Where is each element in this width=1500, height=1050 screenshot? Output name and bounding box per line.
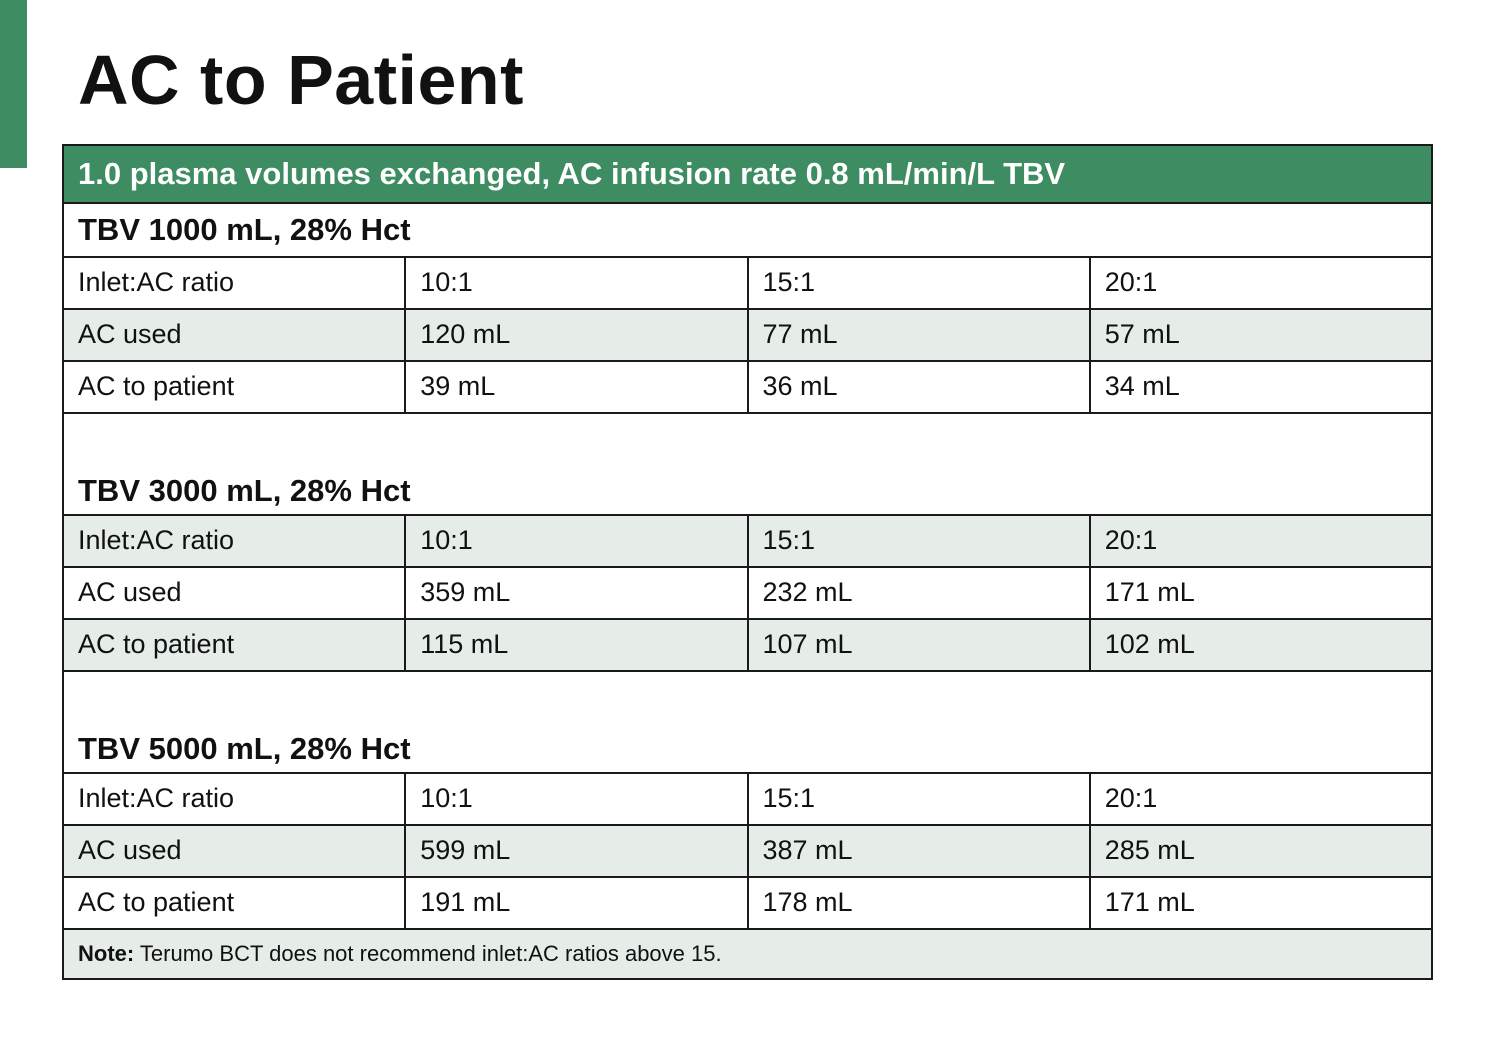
table-row: AC used 120 mL 77 mL 57 mL <box>61 308 1434 362</box>
row-label: Inlet:AC ratio <box>61 256 407 310</box>
table-cell: 77 mL <box>746 308 1091 362</box>
table-cell: 120 mL <box>404 308 749 362</box>
note-text: Terumo BCT does not recommend inlet:AC r… <box>134 940 722 966</box>
table-cell: 599 mL <box>404 824 749 878</box>
row-label: Inlet:AC ratio <box>61 514 407 568</box>
row-label: AC used <box>61 824 407 878</box>
table-cell: 20:1 <box>1088 772 1434 826</box>
note-label: Note: <box>78 940 135 966</box>
row-label: AC used <box>61 566 407 620</box>
table-cell: 232 mL <box>746 566 1091 620</box>
note: Note: Terumo BCT does not recommend inle… <box>62 928 1433 980</box>
page-title: AC to Patient <box>78 41 524 119</box>
table-row: AC used 359 mL 232 mL 171 mL <box>61 566 1434 620</box>
table-cell: 34 mL <box>1088 360 1434 414</box>
row-label: AC to patient <box>61 876 407 930</box>
table-cell: 20:1 <box>1088 256 1434 310</box>
table-cell: 191 mL <box>404 876 749 930</box>
row-label: AC to patient <box>61 360 407 414</box>
table-cell: 10:1 <box>404 514 749 568</box>
table-cell: 359 mL <box>404 566 749 620</box>
table-cell: 387 mL <box>746 824 1091 878</box>
table-row: AC used 599 mL 387 mL 285 mL <box>61 824 1434 878</box>
table-cell: 102 mL <box>1088 618 1434 672</box>
table-cell: 171 mL <box>1088 876 1434 930</box>
table-row: AC to patient 115 mL 107 mL 102 mL <box>61 618 1434 672</box>
table-header-row: 1.0 plasma volumes exchanged, AC infusio… <box>62 144 1433 204</box>
ac-table: 1.0 plasma volumes exchanged, AC infusio… <box>61 144 1434 980</box>
note-row: Note: Terumo BCT does not recommend inle… <box>62 928 1433 980</box>
section-heading-row: TBV 5000 mL, 28% Hct <box>62 670 1433 774</box>
table-cell: 171 mL <box>1088 566 1434 620</box>
table-cell: 15:1 <box>746 256 1091 310</box>
section-heading-row: TBV 3000 mL, 28% Hct <box>62 412 1433 516</box>
table-row: Inlet:AC ratio 10:1 15:1 20:1 <box>61 256 1434 310</box>
table-cell: 15:1 <box>746 514 1091 568</box>
section-heading-row: TBV 1000 mL, 28% Hct <box>62 202 1433 258</box>
table-row: AC to patient 39 mL 36 mL 34 mL <box>61 360 1434 414</box>
section-heading: TBV 3000 mL, 28% Hct <box>62 412 1433 516</box>
accent-bar <box>0 0 27 168</box>
row-label: Inlet:AC ratio <box>61 772 407 826</box>
section-heading: TBV 5000 mL, 28% Hct <box>62 670 1433 774</box>
table-cell: 285 mL <box>1088 824 1434 878</box>
table-row: Inlet:AC ratio 10:1 15:1 20:1 <box>61 772 1434 826</box>
table-row: AC to patient 191 mL 178 mL 171 mL <box>61 876 1434 930</box>
section-heading: TBV 1000 mL, 28% Hct <box>62 202 1433 258</box>
table-cell: 107 mL <box>746 618 1091 672</box>
row-label: AC used <box>61 308 407 362</box>
table-cell: 57 mL <box>1088 308 1434 362</box>
table-cell: 15:1 <box>746 772 1091 826</box>
table-cell: 10:1 <box>404 772 749 826</box>
table-header: 1.0 plasma volumes exchanged, AC infusio… <box>62 144 1433 204</box>
table-cell: 178 mL <box>746 876 1091 930</box>
table-cell: 36 mL <box>746 360 1091 414</box>
table-row: Inlet:AC ratio 10:1 15:1 20:1 <box>61 514 1434 568</box>
row-label: AC to patient <box>61 618 407 672</box>
table-cell: 10:1 <box>404 256 749 310</box>
table-cell: 20:1 <box>1088 514 1434 568</box>
table-cell: 115 mL <box>404 618 749 672</box>
table-cell: 39 mL <box>404 360 749 414</box>
